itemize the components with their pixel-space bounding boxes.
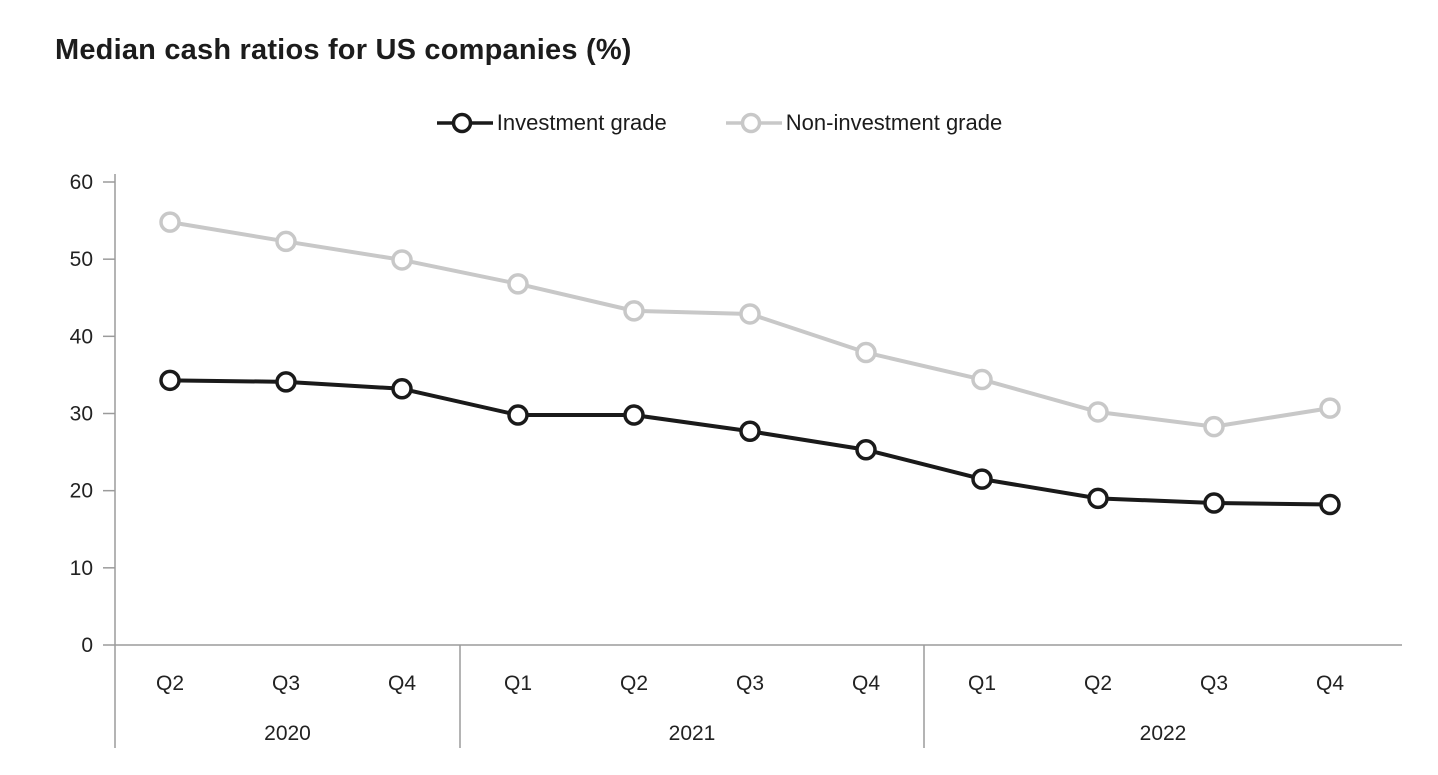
data-point	[391, 249, 413, 271]
x-axis-label: Q1	[504, 672, 532, 695]
data-point	[275, 230, 297, 253]
legend-label: Investment grade	[496, 110, 667, 135]
data-point	[1319, 397, 1341, 419]
x-axis-label: Q3	[272, 672, 300, 695]
x-axis-label: Q4	[1316, 672, 1344, 695]
data-point	[275, 371, 297, 393]
data-point	[159, 211, 181, 233]
chart-title: Median cash ratios for US companies (%)	[55, 34, 632, 66]
x-axis-label: Q1	[968, 672, 996, 695]
y-axis-label: 40	[70, 325, 93, 348]
non-investment-grade-line-marker-icon	[725, 112, 782, 134]
x-axis-label: Q2	[1084, 672, 1112, 695]
data-point	[855, 341, 877, 364]
year-label: 2021	[669, 722, 716, 745]
x-axis-label: Q4	[852, 672, 880, 695]
data-point	[1203, 415, 1225, 438]
data-point	[507, 404, 529, 426]
data-point	[507, 273, 529, 295]
legend-item-investment-grade: Investment grade	[436, 110, 667, 136]
y-axis-label: 50	[70, 248, 93, 271]
legend-item-non-investment-grade: Non-investment grade	[725, 110, 1002, 136]
data-point	[855, 439, 877, 461]
data-point	[1087, 487, 1109, 510]
year-label: 2020	[264, 722, 311, 745]
data-point	[623, 404, 645, 426]
data-point	[1319, 493, 1341, 516]
data-point	[971, 468, 993, 490]
data-point	[971, 368, 993, 391]
x-axis-label: Q2	[156, 672, 184, 695]
y-axis-label: 10	[70, 557, 93, 580]
x-axis-label: Q3	[1200, 672, 1228, 695]
y-axis-label: 30	[70, 403, 93, 426]
data-point	[739, 303, 761, 325]
legend: Investment grade Non-investment grade	[0, 110, 1438, 136]
year-label: 2022	[1140, 722, 1187, 745]
y-axis-label: 0	[81, 634, 93, 657]
x-axis-label: Q3	[736, 672, 764, 695]
data-point	[391, 378, 413, 400]
data-point	[1087, 401, 1109, 423]
series-line	[168, 378, 1332, 507]
data-point	[1203, 492, 1225, 514]
x-axis-label: Q4	[388, 672, 416, 695]
data-point	[739, 420, 761, 442]
y-axis-label: 60	[70, 171, 93, 194]
data-point	[159, 369, 181, 392]
x-axis-label: Q2	[620, 672, 648, 695]
data-point	[623, 300, 645, 322]
legend-label: Non-investment grade	[785, 110, 1003, 135]
y-axis-label: 20	[70, 480, 93, 503]
investment-grade-line-marker-icon	[436, 112, 493, 134]
